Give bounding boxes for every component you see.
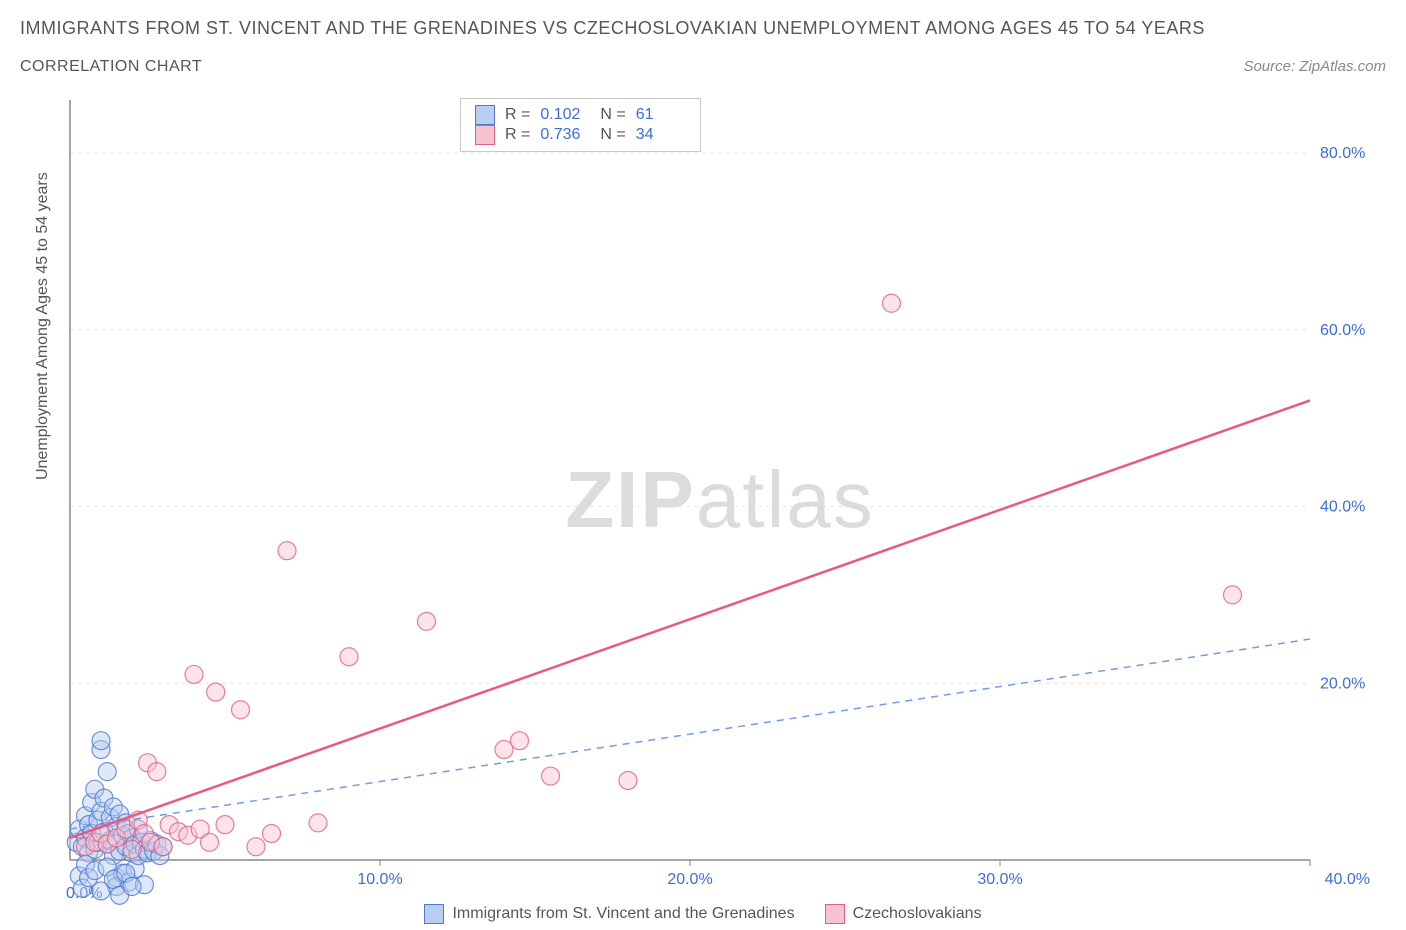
y-axis-label: Unemployment Among Ages 45 to 54 years [34,172,52,480]
legend: Immigrants from St. Vincent and the Gren… [0,904,1406,924]
chart-title: IMMIGRANTS FROM ST. VINCENT AND THE GREN… [20,18,1205,39]
svg-text:60.0%: 60.0% [1320,322,1365,339]
legend-swatch-2 [825,904,845,924]
legend-label-2: Czechoslovakians [853,905,982,923]
n-value-1: 61 [636,106,686,124]
svg-text:40.0%: 40.0% [1325,871,1370,888]
stats-row-1: R = 0.102 N = 61 [475,105,686,125]
r-value-1: 0.102 [540,106,590,124]
stats-box: R = 0.102 N = 61 R = 0.736 N = 34 [460,98,701,152]
chart-svg: 20.0%40.0%60.0%80.0%0.0%10.0%20.0%30.0%4… [60,90,1380,910]
svg-text:10.0%: 10.0% [357,871,402,888]
n-label-2: N = [600,126,625,144]
swatch-series-2 [475,125,495,145]
legend-label-1: Immigrants from St. Vincent and the Gren… [452,905,794,923]
svg-text:80.0%: 80.0% [1320,145,1365,162]
r-label-2: R = [505,126,530,144]
n-value-2: 34 [636,126,686,144]
legend-item-1: Immigrants from St. Vincent and the Gren… [424,904,794,924]
stats-row-2: R = 0.736 N = 34 [475,125,686,145]
svg-text:20.0%: 20.0% [667,871,712,888]
chart-subtitle: CORRELATION CHART [20,58,202,76]
r-label-1: R = [505,106,530,124]
svg-text:40.0%: 40.0% [1320,499,1365,516]
correlation-chart: 20.0%40.0%60.0%80.0%0.0%10.0%20.0%30.0%4… [60,90,1380,910]
n-label-1: N = [600,106,625,124]
svg-text:30.0%: 30.0% [977,871,1022,888]
source-label: Source: ZipAtlas.com [1243,58,1386,75]
svg-text:20.0%: 20.0% [1320,675,1365,692]
r-value-2: 0.736 [540,126,590,144]
swatch-series-1 [475,105,495,125]
legend-item-2: Czechoslovakians [825,904,982,924]
legend-swatch-1 [424,904,444,924]
